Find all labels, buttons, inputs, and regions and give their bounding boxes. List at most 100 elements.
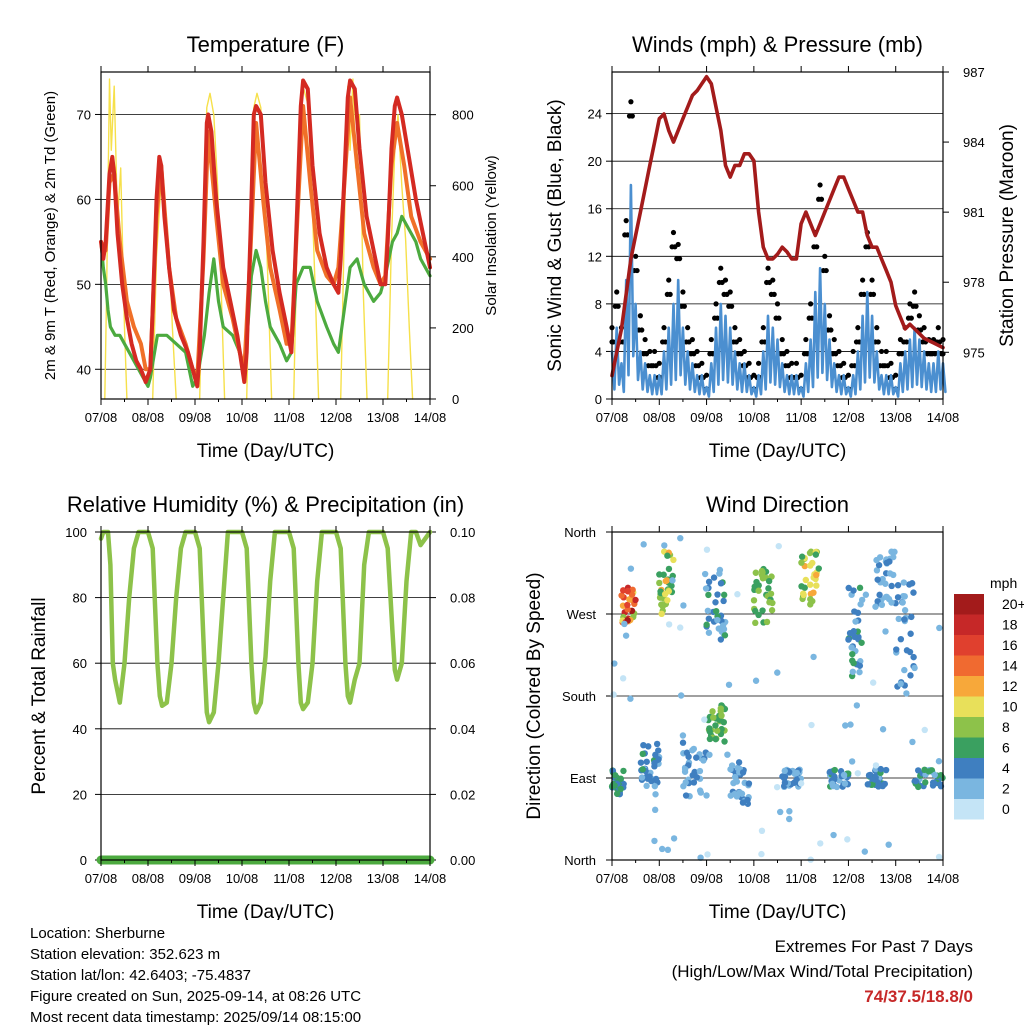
direction-point xyxy=(651,759,658,767)
direction-point xyxy=(798,559,805,566)
y2-tick-label: 978 xyxy=(963,275,985,290)
direction-point xyxy=(679,732,687,739)
y-tick-label: 50 xyxy=(77,277,91,292)
direction-point xyxy=(882,628,889,635)
direction-point xyxy=(693,754,700,761)
direction-point xyxy=(888,582,895,590)
location-text: Location: Sherburne xyxy=(30,925,166,942)
chart-title: Winds (mph) & Pressure (mb) xyxy=(632,32,923,57)
direction-point xyxy=(645,743,652,750)
gust-point xyxy=(737,336,743,343)
x-axis-label: Time (Day/UTC) xyxy=(197,441,335,462)
direction-point xyxy=(807,595,814,603)
x-tick-label: 13/08 xyxy=(367,871,400,886)
y2-tick-label: 987 xyxy=(963,65,985,80)
direction-point xyxy=(703,546,711,553)
direction-point xyxy=(894,581,902,589)
direction-point xyxy=(627,695,634,702)
direction-point xyxy=(844,836,851,843)
direction-point xyxy=(846,629,854,637)
direction-point xyxy=(866,772,873,779)
gust-point xyxy=(774,301,781,307)
gust-point xyxy=(770,277,776,283)
direction-point xyxy=(765,577,773,585)
y2-tick-label: 0.08 xyxy=(450,591,475,606)
direction-point xyxy=(697,789,705,796)
gust-point xyxy=(828,327,834,333)
direction-point xyxy=(714,616,721,624)
direction-point xyxy=(767,590,775,597)
y-tick-label: 24 xyxy=(588,107,602,122)
gust-point xyxy=(661,325,667,331)
direction-point xyxy=(908,580,916,587)
direction-point xyxy=(763,618,771,626)
direction-point xyxy=(710,714,717,721)
x-tick-label: 10/08 xyxy=(226,871,259,886)
gust-point xyxy=(776,315,782,321)
direction-point xyxy=(651,837,658,845)
direction-point xyxy=(830,831,837,839)
x-tick-label: 10/08 xyxy=(738,871,771,886)
direction-point xyxy=(856,662,864,669)
direction-point xyxy=(786,808,793,815)
gust-point xyxy=(722,277,729,283)
gust-point xyxy=(888,360,894,366)
direction-point xyxy=(891,548,898,556)
y2-axis-label: Solar Insolation (Yellow) xyxy=(483,155,500,315)
gust-point xyxy=(634,267,640,274)
direction-point xyxy=(717,580,725,587)
direction-point xyxy=(702,585,710,592)
direction-point xyxy=(872,762,880,769)
direction-point xyxy=(873,567,881,574)
direction-point xyxy=(901,616,908,623)
chart-title: Relative Humidity (%) & Precipitation (i… xyxy=(67,492,464,517)
x-tick-label: 07/08 xyxy=(596,871,629,886)
direction-point xyxy=(793,776,800,783)
direction-point xyxy=(727,792,734,799)
chart-panel-winds: 0 4 8 12 16 20 24 975 978 981 984 987 07/08 08/08 09/0… xyxy=(545,32,1018,462)
direction-point xyxy=(656,579,663,587)
direction-point xyxy=(897,680,904,688)
temp-2m-line xyxy=(99,78,432,389)
gust-point xyxy=(935,325,941,331)
gust-point xyxy=(741,348,748,355)
direction-point xyxy=(907,672,914,679)
legend-label: 16 xyxy=(1002,637,1018,653)
legend-title: mph xyxy=(990,575,1017,591)
x-tick-label: 09/08 xyxy=(690,871,723,886)
y-tick-label: 0 xyxy=(80,853,87,868)
direction-point xyxy=(703,792,710,799)
gust-point xyxy=(826,313,833,319)
gust-point xyxy=(913,303,919,309)
direction-point xyxy=(793,769,801,777)
direction-point xyxy=(706,728,713,735)
direction-point xyxy=(810,589,817,596)
direction-point xyxy=(715,625,723,632)
y-tick-label: 40 xyxy=(77,362,91,377)
direction-point xyxy=(710,574,718,581)
direction-point xyxy=(857,601,864,608)
direction-point xyxy=(894,594,902,601)
y2-tick-label: 0 xyxy=(452,392,459,407)
direction-point xyxy=(769,599,776,607)
direction-point xyxy=(801,584,808,591)
extremes-box: Extremes For Past 7 Days (High/Low/Max W… xyxy=(672,934,973,1009)
direction-point xyxy=(850,659,857,667)
gust-point xyxy=(662,339,669,345)
x-tick-label: 08/08 xyxy=(132,410,165,425)
legend-swatch xyxy=(954,737,984,758)
direction-point xyxy=(661,542,668,549)
direction-point xyxy=(841,780,849,787)
direction-point xyxy=(632,596,639,604)
direction-point xyxy=(899,599,906,606)
direction-point xyxy=(610,691,617,698)
y-tick-label: East xyxy=(570,771,596,786)
direction-point xyxy=(640,541,647,548)
legend-label: 10 xyxy=(1002,699,1018,715)
x-tick-label: 08/08 xyxy=(643,410,676,425)
x-tick-label: 09/08 xyxy=(179,871,212,886)
direction-point xyxy=(658,610,665,618)
legend-swatch xyxy=(954,799,984,820)
gust-point xyxy=(893,372,899,378)
direction-point xyxy=(873,556,880,564)
